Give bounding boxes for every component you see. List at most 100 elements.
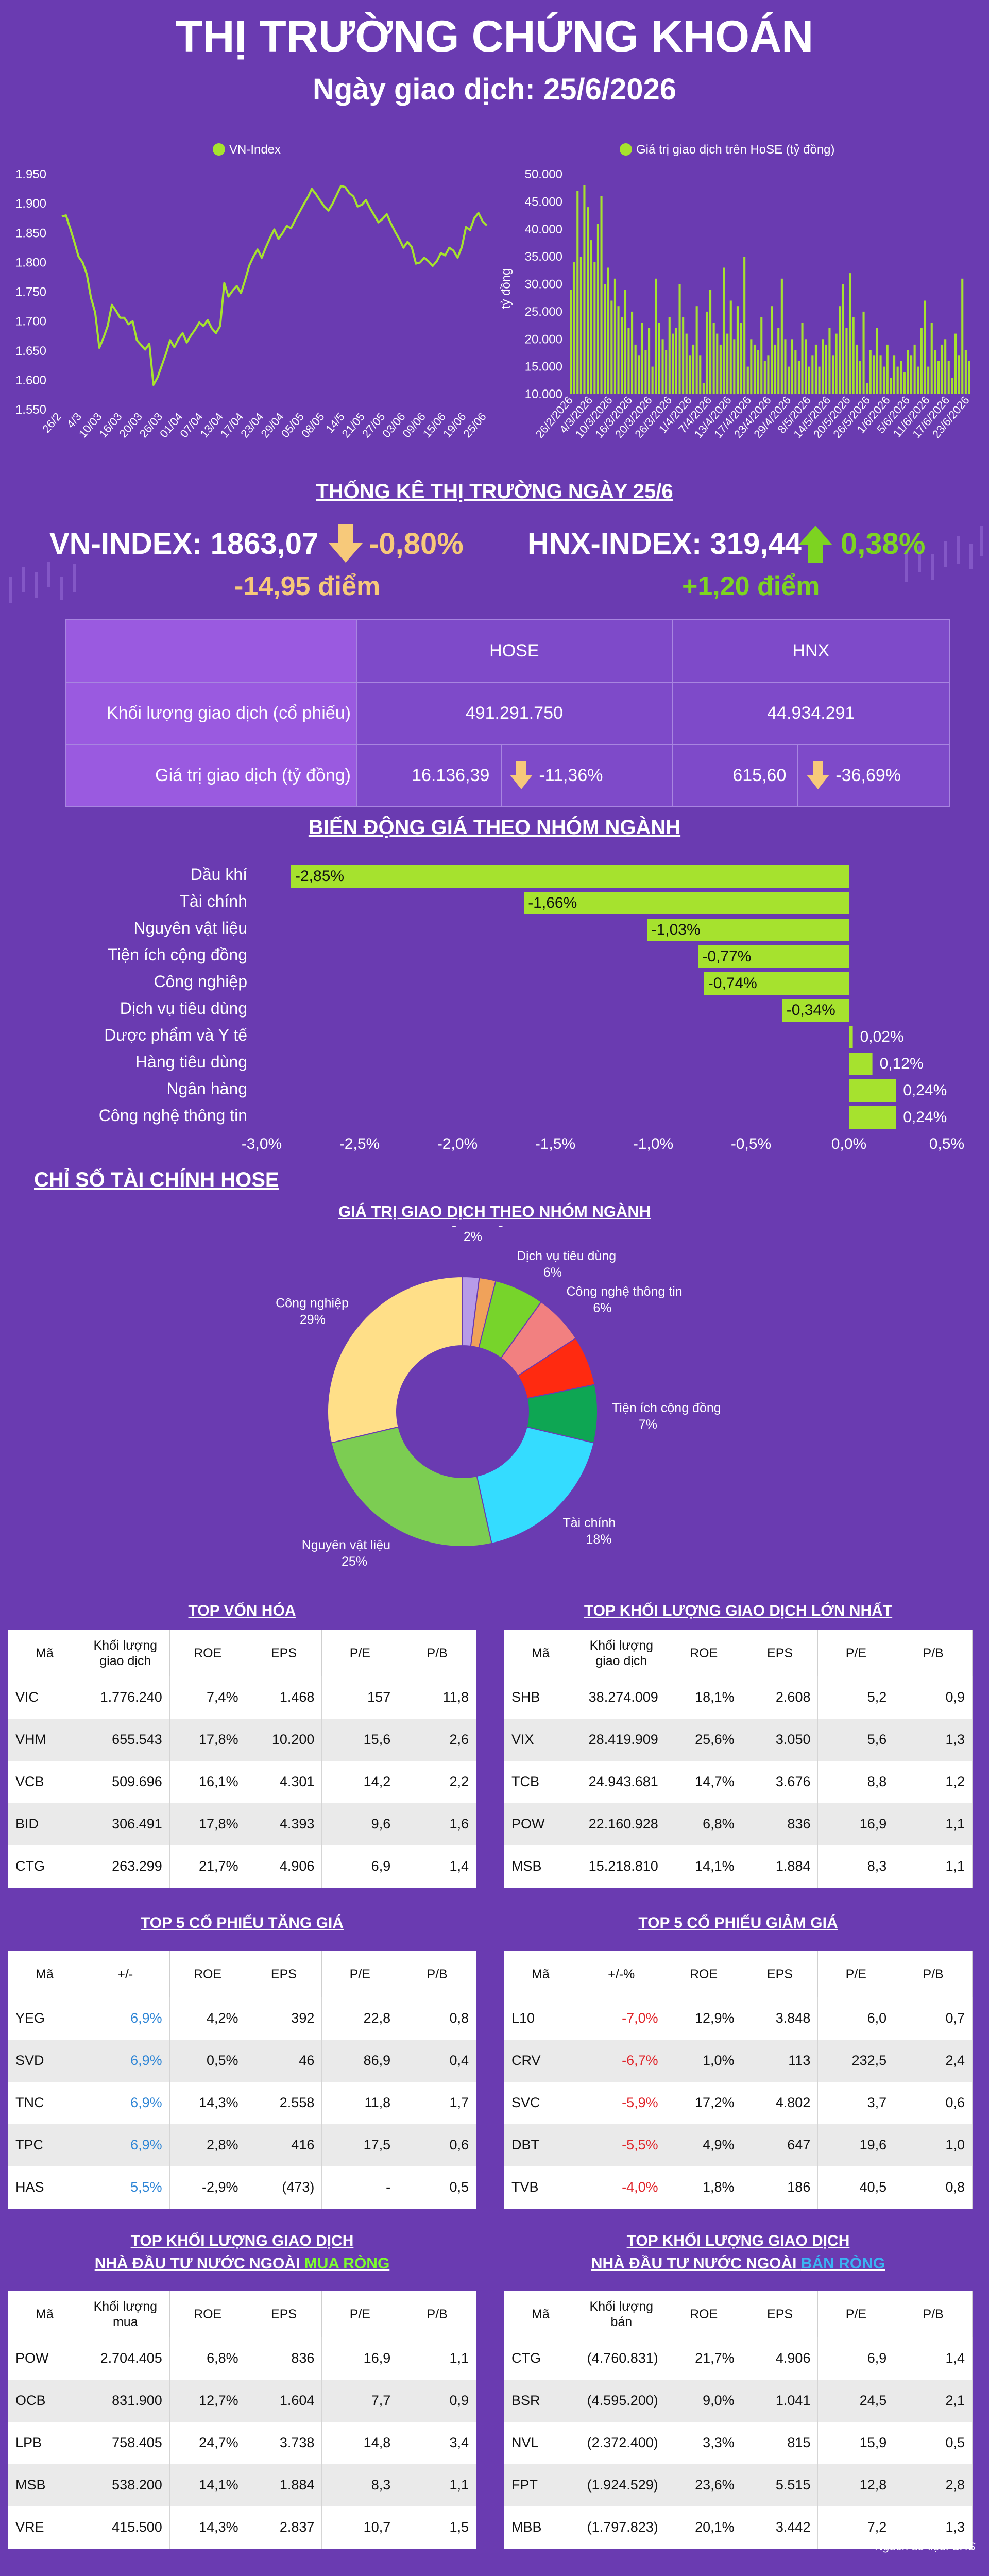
value-cell: 655.543: [80, 1718, 170, 1761]
value-bar: [590, 240, 592, 394]
value-bar: [951, 378, 953, 394]
y-tick-label: 1.600: [15, 374, 46, 387]
value-bar: [869, 350, 872, 394]
value-cell: 22,8: [321, 1997, 399, 2040]
ticker-cell: YEG: [8, 1997, 81, 2040]
ticker-cell: FPT: [504, 2464, 577, 2506]
value-cell: 416: [245, 2124, 322, 2166]
x-tick-label: 23/04: [238, 410, 266, 440]
ticker-cell: TCB: [504, 1760, 577, 1803]
top-gainers-title: TOP 5 CỔ PHIẾU TĂNG GIÁ: [141, 1914, 344, 1931]
sector-value-label: 0,24%: [903, 1082, 947, 1099]
ticker-cell: L10: [504, 1997, 577, 2040]
x-tick-label: 03/06: [380, 410, 408, 440]
value-cell: 4.906: [741, 2337, 819, 2380]
value-bar: [648, 328, 651, 394]
sector-label: Tài chính: [179, 892, 247, 910]
value-cell: 12,8: [817, 2464, 895, 2506]
value-bar: [573, 262, 575, 394]
x-tick-label: 07/04: [177, 410, 206, 440]
value-cell: 3.050: [741, 1718, 819, 1761]
value-cell: 8,8: [817, 1760, 895, 1803]
value-bar: [712, 323, 715, 394]
y-axis-label: tỷ đồng: [499, 268, 513, 309]
data-source: Nguồn dữ liệu: SHS: [875, 2540, 976, 2553]
value-cell: 1,6: [398, 1803, 476, 1845]
value-bar: [774, 344, 776, 394]
ticker-cell: SHB: [504, 1676, 577, 1719]
column-header: P/B: [894, 1630, 973, 1676]
hnxindex-value: HNX-INDEX: 319,44: [527, 527, 802, 561]
column-header: P/B: [398, 1951, 476, 1997]
x-tick-label: -3,0%: [242, 1136, 282, 1153]
value-cell: 5,5%: [80, 2166, 170, 2209]
table-row: POW 2.704.405 6,8% 836 16,9 1,1: [8, 2337, 476, 2380]
value-cell: 2,2: [398, 1760, 476, 1803]
table-row: OCB 831.900 12,7% 1.604 7,7 0,9: [8, 2379, 476, 2422]
value-bar: [832, 355, 834, 394]
y-tick-label: 10.000: [525, 387, 562, 401]
value-cell: (1.797.823): [576, 2506, 666, 2549]
ticker-cell: DBT: [504, 2124, 577, 2166]
value-cell: 831.900: [80, 2379, 170, 2422]
ticker-cell: CRV: [504, 2039, 577, 2082]
value-cell: 12,7%: [169, 2379, 246, 2422]
value-bar: [726, 333, 729, 394]
table-row: FPT (1.924.529) 23,6% 5.515 12,8 2,8: [504, 2464, 973, 2506]
value-bar: [610, 300, 613, 394]
value-bar: [917, 366, 919, 394]
value-cell: 8,3: [817, 1845, 895, 1888]
value-cell: 7,2: [817, 2506, 895, 2549]
value-bar: [903, 372, 906, 394]
sector-bar: [849, 1079, 896, 1102]
ticker-cell: MBB: [504, 2506, 577, 2549]
foreign-sell-table: Mã Khối lượng bán ROE EPS P/E P/B CTG (4.760.83…: [504, 2291, 973, 2549]
table-row: CRV -6,7% 1,0% 113 232,5 2,4: [504, 2039, 973, 2082]
sector-label: Dược phẩm và Y tế: [104, 1026, 247, 1044]
summary-hnx-change: -36,69%: [835, 766, 901, 785]
vnindex-change-pct: -0,80%: [369, 527, 464, 561]
ticker-cell: MSB: [504, 1845, 577, 1888]
foreign-sell-title-line1: TOP KHỐI LƯỢNG GIAO DỊCH: [626, 2232, 850, 2249]
value-cell: 4.906: [245, 1845, 322, 1888]
value-bar: [828, 328, 831, 394]
column-header: P/E: [321, 1951, 399, 1997]
value-cell: -5,5%: [576, 2124, 666, 2166]
y-tick-label: 1.550: [15, 403, 46, 417]
vnindex-value: VN-INDEX: 1863,07: [49, 527, 319, 561]
top-losers-table: Mã +/-% ROE EPS P/E P/B L10 -7,0% 12,9% 3.848 6,0 0…: [504, 1951, 973, 2209]
hnxindex-change-pct: 0,38%: [841, 527, 926, 561]
value-bar: [733, 339, 736, 395]
decorative-candles: [9, 526, 983, 603]
table-row: SHB 38.274.009 18,1% 2.608 5,2 0,9: [504, 1676, 973, 1719]
value-bar: [961, 278, 964, 394]
legend-marker: [620, 143, 632, 156]
value-cell: 7,4%: [169, 1676, 246, 1719]
value-bar: [661, 339, 664, 395]
value-bar: [964, 350, 967, 394]
sector-value-label: -0,34%: [787, 1002, 835, 1019]
value-cell: 17,8%: [169, 1718, 246, 1761]
donut-slice-name: Ngân hàng: [441, 1226, 504, 1228]
value-cell: 20,1%: [665, 2506, 742, 2549]
value-cell: (2.372.400): [576, 2421, 666, 2464]
value-cell: -4,0%: [576, 2166, 666, 2209]
value-cell: 17,8%: [169, 1803, 246, 1845]
summary-hose-volume: 491.291.750: [356, 682, 673, 745]
vnindex-change-points: -14,95 điểm: [234, 571, 381, 601]
value-cell: 2.608: [741, 1676, 819, 1719]
value-bar: [913, 344, 916, 394]
value-cell: 46: [245, 2039, 322, 2082]
value-bar: [930, 323, 933, 394]
value-cell: 0,8: [894, 2166, 973, 2209]
value-bar: [699, 355, 702, 394]
value-cell: 0,4: [398, 2039, 476, 2082]
value-bar: [886, 344, 889, 394]
value-cell: 15.218.810: [576, 1845, 666, 1888]
column-header: Khối lượng bán: [576, 2291, 666, 2337]
y-tick-label: 1.800: [15, 256, 46, 269]
value-cell: 836: [741, 1803, 819, 1845]
ticker-cell: MSB: [8, 2464, 81, 2506]
top-cap-table: Mã Khối lượng giao dịch ROE EPS P/E P/B VIC 1.7…: [8, 1630, 476, 1888]
value-cell: 1,0%: [665, 2039, 742, 2082]
